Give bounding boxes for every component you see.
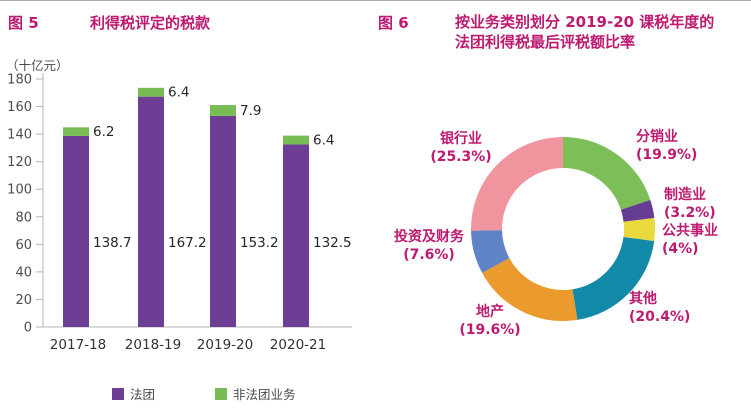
unincorporated-legend-label: 非法团业务 [233, 387, 296, 402]
donut-label-name-distribution: 分销业 [636, 129, 678, 145]
x-axis-category-label: 2020-21 [270, 337, 326, 353]
figure5-legend: 法团 非法团业务 [112, 384, 296, 403]
donut-label-name-others: 其他 [629, 291, 657, 307]
donut-label-name-manufacturing: 制造业 [664, 187, 706, 203]
y-axis-tick-label: 20 [15, 293, 32, 308]
x-axis-category-label: 2019-20 [197, 337, 253, 353]
donut-label-name-property: 地产 [476, 304, 504, 320]
y-axis-tick-label: 120 [7, 155, 32, 170]
donut-label-distribution: 分销业 (19.9%) [636, 128, 708, 164]
donut-label-others: 其他 (20.4%) [629, 290, 701, 326]
y-axis-tick-label: 180 [7, 73, 32, 88]
bar-unincorporated-2018-19 [138, 87, 164, 97]
bar-corporations-2020-21 [283, 144, 309, 327]
top-divider-line [0, 0, 751, 1]
bar-unincorporated-2017-18 [63, 127, 89, 136]
figure6-title-line1: 按业务类别划分 2019-20 课税年度的 [455, 13, 715, 31]
donut-label-pct-investment-finance: (7.6%) [403, 247, 455, 263]
donut-label-public-utilities: 公共事业 (4%) [662, 222, 748, 258]
bar-corporations-2019-20 [210, 115, 236, 328]
corporations-legend-label: 法团 [130, 387, 156, 402]
donut-label-banking: 银行业 (25.3%) [428, 130, 494, 166]
donut-segment-property [471, 137, 655, 321]
figure5-label: 图 5 [8, 14, 39, 32]
business-class-donut-chart [471, 136, 655, 321]
x-axis-category-label: 2017-18 [50, 337, 106, 353]
bar-value-label-corporations-2020-21: 132.5 [313, 235, 352, 251]
corporations-swatch [112, 387, 124, 400]
donut-label-name-investment-finance: 投资及财务 [394, 229, 464, 245]
bar-value-label-unincorporated-2018-19: 6.4 [168, 85, 189, 101]
donut-segment-investment-finance [471, 137, 655, 321]
y-axis-tick-label: 160 [7, 100, 32, 115]
figure6-label: 图 6 [378, 14, 409, 32]
figure6-title-line2: 法团利得税最后评税额比率 [455, 33, 636, 51]
donut-label-property: 地产 (19.6%) [459, 303, 521, 339]
y-axis-tick-label: 100 [7, 183, 32, 198]
y-axis-tick-label: 60 [15, 238, 32, 253]
donut-label-name-banking: 银行业 [440, 131, 482, 147]
donut-segment-banking [471, 136, 655, 321]
donut-segment-public-utilities [471, 137, 655, 321]
legend-item-corporations: 法团 [112, 384, 155, 403]
donut-label-pct-property: (19.6%) [459, 322, 521, 338]
donut-segment-others [471, 137, 655, 321]
legend-item-unincorporated: 非法团业务 [215, 384, 296, 403]
donut-label-pct-others: (20.4%) [629, 309, 691, 325]
donut-segment-manufacturing [471, 137, 655, 321]
donut-label-pct-banking: (25.3%) [430, 149, 492, 165]
figure5-unit-label: （十亿元） [6, 58, 69, 73]
bar-value-label-unincorporated-2020-21: 6.4 [313, 133, 334, 149]
unincorporated-swatch [215, 387, 228, 400]
bar-value-label-corporations-2019-20: 153.2 [240, 235, 279, 251]
donut-label-pct-public-utilities: (4%) [662, 241, 699, 257]
y-axis-tick-label: 140 [7, 128, 32, 143]
donut-label-pct-distribution: (19.9%) [636, 147, 698, 163]
donut-label-manufacturing: 制造业 (3.2%) [664, 186, 736, 222]
bar-unincorporated-2020-21 [283, 135, 309, 145]
bar-value-label-corporations-2017-18: 138.7 [93, 235, 132, 251]
x-axis-category-label: 2018-19 [125, 337, 181, 353]
profits-tax-bar-chart: 0 20 40 60 80 100 120 140 160 180 138.7 6.2 2017-18 1… [7, 73, 352, 353]
donut-label-pct-manufacturing: (3.2%) [664, 205, 716, 221]
donut-label-name-public-utilities: 公共事业 [662, 223, 718, 239]
donut-label-investment-finance: 投资及财务 (7.6%) [390, 228, 468, 264]
bar-corporations-2018-19 [138, 96, 164, 327]
bar-value-label-corporations-2018-19: 167.2 [168, 235, 207, 251]
figure6-title: 按业务类别划分 2019-20 课税年度的 法团利得税最后评税额比率 [455, 12, 747, 52]
bar-value-label-unincorporated-2019-20: 7.9 [240, 103, 261, 119]
y-axis-tick-label: 80 [15, 210, 32, 225]
y-axis-tick-label: 0 [24, 321, 32, 336]
figure5-title: 利得税评定的税款 [90, 14, 211, 32]
y-axis-tick-label: 40 [15, 265, 32, 280]
bar-unincorporated-2019-20 [210, 105, 236, 116]
bar-value-label-unincorporated-2017-18: 6.2 [93, 124, 114, 140]
bar-corporations-2017-18 [63, 135, 89, 327]
